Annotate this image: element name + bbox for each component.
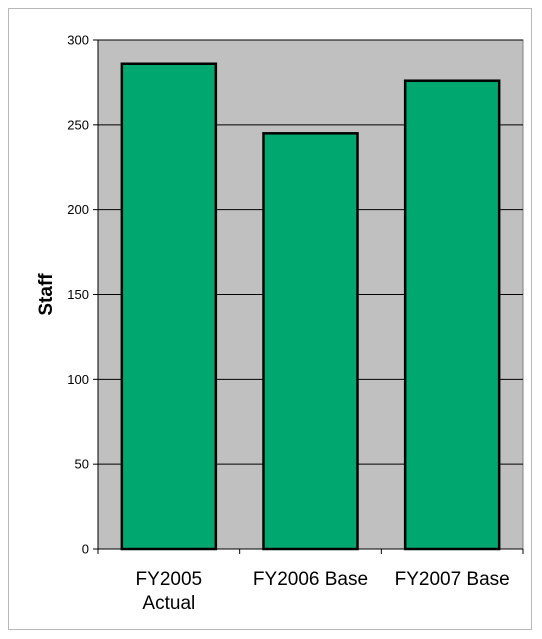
x-tick-label: FY2005 Actual [136, 569, 203, 614]
y-axis-ticks: 0 50 100 150 200 250 300 [67, 33, 98, 557]
x-tick-label: FY2006 Base [253, 569, 368, 590]
y-tick-label: 200 [67, 202, 89, 217]
bar [262, 132, 359, 551]
bar [120, 62, 218, 551]
y-tick-label: 150 [67, 287, 89, 302]
y-tick-label: 100 [67, 372, 89, 387]
x-tick-label: FY2007 Base [395, 569, 510, 590]
y-axis-label: Staff [36, 273, 57, 316]
bar [403, 79, 501, 551]
bars [120, 62, 501, 551]
y-tick-label: 250 [67, 117, 89, 132]
x-axis-labels: FY2005 Actual FY2006 Base FY2007 Base [136, 569, 510, 614]
y-tick-label: 50 [75, 457, 89, 472]
y-tick-label: 300 [67, 33, 89, 48]
y-tick-label: 0 [82, 542, 89, 557]
